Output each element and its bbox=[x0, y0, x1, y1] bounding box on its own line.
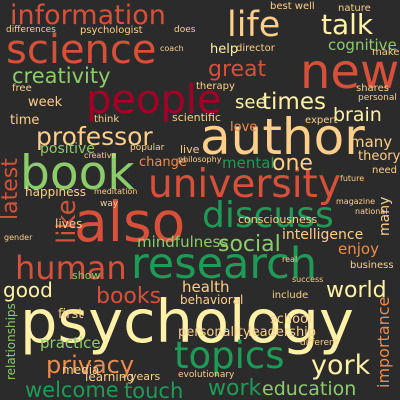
word-mindfulness: mindfulness bbox=[137, 233, 229, 251]
word-theory: theory bbox=[358, 149, 400, 164]
word-way: way bbox=[100, 199, 119, 209]
word-consciousness: consciousness bbox=[238, 213, 318, 226]
word-differences: differences bbox=[6, 25, 56, 35]
word-world: world bbox=[326, 278, 387, 303]
word-personality: personality bbox=[178, 325, 251, 340]
word-importance: importance bbox=[374, 296, 393, 388]
word-love: love bbox=[230, 120, 258, 135]
word-york: york bbox=[311, 350, 371, 381]
word-health: health bbox=[182, 278, 230, 296]
word-also: also bbox=[74, 190, 186, 254]
word-shares: shares bbox=[356, 83, 389, 94]
word-time: time bbox=[10, 113, 40, 128]
word-think: think bbox=[94, 114, 120, 125]
word-topics: topics bbox=[174, 334, 285, 377]
word-national: national bbox=[355, 207, 388, 216]
word-one: one bbox=[272, 151, 313, 176]
word-best-well: best well bbox=[270, 1, 315, 12]
word-great: great bbox=[208, 57, 267, 82]
word-creative: creative bbox=[84, 151, 117, 160]
word-books: books bbox=[96, 284, 162, 309]
word-change: change bbox=[139, 155, 187, 170]
word-enjoy: enjoy bbox=[338, 240, 379, 258]
word-social: social bbox=[218, 232, 281, 257]
word-author: author bbox=[200, 108, 365, 166]
word-university: university bbox=[148, 162, 341, 207]
word-professor: professor bbox=[36, 122, 153, 151]
word-need: need bbox=[372, 165, 397, 176]
word-new: new bbox=[300, 44, 400, 100]
word-psychologist: psychologist bbox=[80, 25, 143, 36]
word-relationships: relationships bbox=[4, 303, 18, 380]
word-make: make bbox=[372, 47, 400, 58]
word-include: include bbox=[272, 290, 309, 301]
word-welcome: welcome bbox=[25, 378, 119, 400]
word-positive: positive bbox=[40, 141, 95, 157]
word-education: education bbox=[262, 378, 357, 400]
word-science: science bbox=[6, 27, 157, 73]
word-information: information bbox=[10, 0, 166, 31]
word-touch: touch bbox=[124, 379, 184, 400]
word-mind: many bbox=[377, 196, 393, 236]
word-life: life bbox=[227, 5, 281, 45]
word-latest: latest bbox=[0, 158, 23, 220]
word-leadership: leadership bbox=[248, 325, 317, 340]
word-lives: lives bbox=[55, 217, 83, 231]
word-does: does bbox=[174, 25, 196, 35]
word-scientific: scientific bbox=[172, 111, 221, 124]
word-psychology: psychology bbox=[20, 287, 354, 356]
word-happiness: happiness bbox=[25, 185, 87, 199]
word-first: first bbox=[58, 307, 84, 322]
word-coach: coach bbox=[160, 44, 184, 53]
word-good: good bbox=[3, 278, 53, 302]
word-free: free bbox=[12, 83, 32, 94]
word-personal: personal bbox=[358, 93, 397, 103]
word-discuss: discuss bbox=[202, 195, 334, 236]
word-philosophy: philosophy bbox=[178, 155, 222, 164]
word-business: business bbox=[350, 260, 394, 271]
word-real: real bbox=[282, 255, 298, 264]
word-expert: expert bbox=[305, 115, 338, 126]
word-brain: brain bbox=[333, 104, 382, 126]
word-privacy: privacy bbox=[46, 351, 135, 379]
word-human: human bbox=[15, 249, 127, 287]
word-help: help bbox=[210, 42, 239, 57]
word-practice: practice bbox=[40, 334, 101, 352]
word-different: different bbox=[300, 338, 339, 348]
word-director: director bbox=[236, 43, 275, 54]
word-popular: popular bbox=[130, 143, 165, 153]
word-years: years bbox=[130, 370, 161, 383]
word-evolutionary: evolutionary bbox=[178, 370, 235, 380]
word-nature: nature bbox=[338, 3, 371, 14]
word-week: week bbox=[28, 95, 63, 110]
word-show: show bbox=[72, 269, 101, 282]
word-see: see bbox=[235, 92, 267, 113]
word-research: research bbox=[131, 239, 318, 289]
word-future: future bbox=[340, 174, 365, 183]
word-behavioral: behavioral bbox=[180, 293, 244, 307]
word-learning: learning bbox=[85, 370, 134, 384]
word-creativity: creativity bbox=[12, 64, 111, 88]
word-people: people bbox=[86, 77, 222, 123]
word-mental: mental bbox=[222, 154, 275, 172]
word-meditation: meditation bbox=[94, 187, 138, 196]
word-work: work bbox=[208, 376, 262, 400]
word-intelligence: intelligence bbox=[282, 227, 364, 243]
word-live: live bbox=[180, 143, 200, 156]
word-media: media bbox=[62, 363, 100, 377]
word-gender: gender bbox=[4, 233, 33, 242]
word-cognitive: cognitive bbox=[328, 36, 397, 54]
word-times: times bbox=[262, 89, 326, 115]
word-school: school bbox=[270, 312, 312, 327]
word-many: many bbox=[350, 133, 393, 151]
word-success: success bbox=[292, 275, 324, 284]
word-book: book bbox=[20, 146, 135, 201]
word-magazine: magazine bbox=[336, 197, 376, 206]
word-talk: talk bbox=[321, 8, 374, 41]
word-therapy: therapy bbox=[196, 81, 235, 92]
